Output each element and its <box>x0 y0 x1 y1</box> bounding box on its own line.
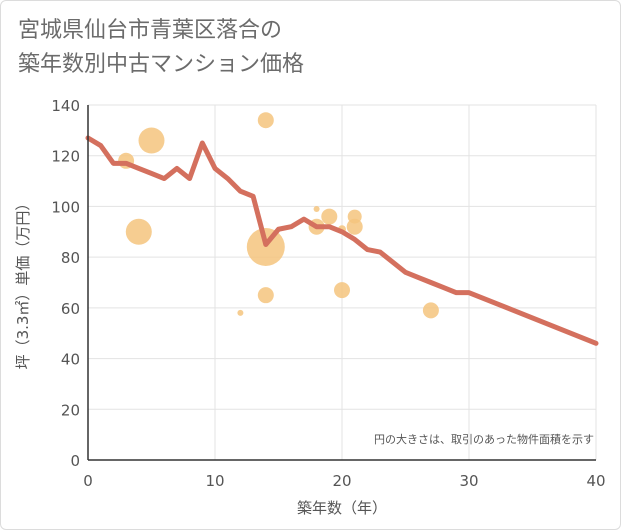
chart-title-line-2: 築年数別中古マンション価格 <box>18 52 305 77</box>
x-tick-label: 0 <box>83 472 93 490</box>
bubble-point <box>321 208 338 225</box>
x-tick-label: 30 <box>459 472 478 490</box>
y-tick-label: 60 <box>61 300 80 318</box>
bubble-point <box>237 309 244 316</box>
x-axis-label: 築年数（年） <box>297 499 387 517</box>
bubble-point <box>334 282 350 299</box>
bubbles <box>118 112 439 319</box>
x-tick-label: 10 <box>205 472 224 490</box>
bubble-point <box>313 205 320 212</box>
bubble-point <box>257 112 274 129</box>
bubble-point <box>346 218 363 235</box>
x-tick-label: 40 <box>586 472 605 490</box>
y-tick-label: 40 <box>61 351 80 369</box>
chart-title-line-1: 宮城県仙台市青葉区落合の <box>18 18 283 43</box>
x-tick-label: 20 <box>332 472 351 490</box>
chart-note: 円の大きさは、取引のあった物件面積を示す <box>374 432 594 446</box>
y-tick-label: 100 <box>51 198 80 216</box>
chart-title: 宮城県仙台市青葉区落合の 築年数別中古マンション価格 <box>18 14 304 82</box>
y-tick-label: 120 <box>51 148 80 166</box>
y-axis-label: 坪（3.3㎡）単価（万円） <box>14 196 32 370</box>
y-tick-label: 140 <box>51 97 80 115</box>
bubble-point <box>138 127 165 154</box>
average-line <box>85 135 599 346</box>
average-price-line <box>85 135 599 346</box>
y-tick-label: 20 <box>61 401 80 419</box>
y-tick-label: 0 <box>70 452 80 470</box>
bubble-point <box>422 302 439 319</box>
bubble-point <box>125 218 152 245</box>
y-tick-label: 80 <box>61 249 80 267</box>
tick-labels: 0 20 40 60 80 100 120 140 0 10 20 30 40 <box>51 97 605 490</box>
bubble-point <box>246 228 285 266</box>
bubble-point <box>257 287 274 304</box>
axes <box>87 105 596 461</box>
